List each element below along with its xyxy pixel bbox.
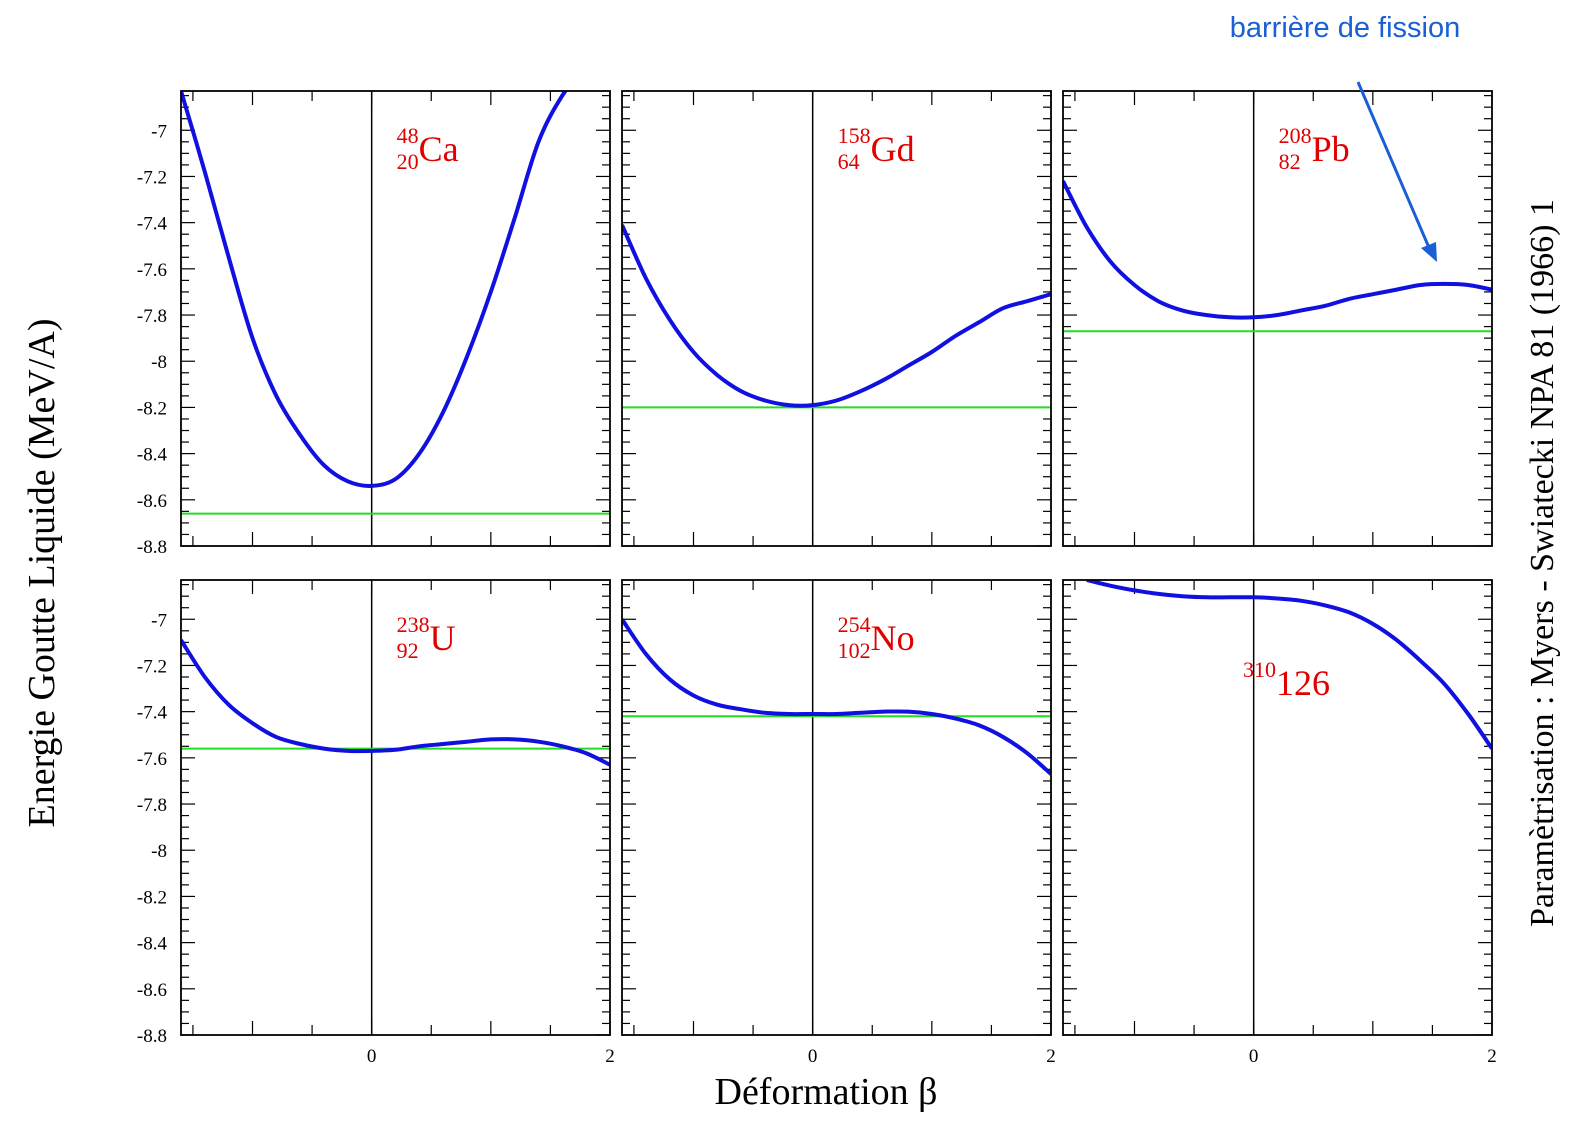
nuclide-label: 158 64 Gd [838,123,915,174]
annotation-arrow-head [1421,242,1437,262]
energy-curve [1063,180,1492,320]
y-tick-label: -8.6 [137,491,167,512]
x-tick-label: 2 [1487,1046,1497,1067]
y-tick-label: -7 [151,610,167,631]
y-tick-label: -7.6 [137,749,167,770]
y-tick-label: -7.8 [137,306,167,327]
panel-Gd: 158 64 Gd [621,90,1052,547]
nuclide-label: 254 102No [838,612,915,663]
nuclide-label: 48 20Ca [397,123,459,174]
x-tick-label: 2 [1046,1046,1056,1067]
x-axis-title: Déformation β [715,1071,938,1113]
x-tick-label: 0 [367,1046,377,1067]
y-tick-label: -7 [151,121,167,142]
y-tick-label: -7.6 [137,260,167,281]
annotation-arrow-shaft [1356,81,1432,251]
y-tick-label: -8.8 [137,537,167,558]
x-tick-label: 0 [808,1046,818,1067]
panels-layer: 48 20Ca 158 64 Gd 208 82 Pb 238 92 U 254 102No 310126 [180,90,1493,1036]
y-tick-label: -7.2 [137,656,167,677]
y-tick-label: -8.6 [137,980,167,1001]
panel-Pb: 208 82 Pb [1062,90,1493,547]
x-tick-label: 0 [1249,1046,1259,1067]
panel-frame [1062,579,1493,1036]
y-axis-title: Energie Goutte Liquide (MeV/A) [21,319,63,828]
nuclide-label: 208 82 Pb [1279,123,1350,174]
y-tick-label: -7.8 [137,795,167,816]
y-tick-label: -8.4 [137,934,168,955]
energy-curve [622,618,1051,776]
energy-curve [1086,580,1492,750]
panel-frame [1062,90,1493,547]
panel-frame [621,90,1052,547]
y-tick-label: -7.2 [137,167,167,188]
source-citation: Paramètrisation : Myers - Swiatecki NPA … [1524,199,1561,927]
y-tick-label: -8.4 [137,445,168,466]
y-tick-label: -8.2 [137,887,167,908]
y-tick-label: -8 [151,841,167,862]
labels-layer: -7 -7.2 -7.4 -7.6 -7.8 -8 -8.2 -8.4 -8.6 -8.8 -7 -7… [137,121,1497,1067]
y-tick-label: -8 [151,352,167,373]
y-tick-label: -7.4 [137,703,168,724]
panel-frame [180,90,611,547]
panel-Ca: 48 20Ca [180,90,611,547]
y-tick-label: -8.8 [137,1026,167,1047]
y-tick-label: -8.2 [137,398,167,419]
x-tick-label: 2 [605,1046,615,1067]
panel-U: 238 92 U [180,579,611,1036]
panel-No: 254 102No [621,579,1052,1036]
y-tick-label: -7.4 [137,214,168,235]
panel-frame [180,579,611,1036]
panel-frame [621,579,1052,1036]
energy-curve [181,91,568,488]
panel-126: 310126 [1062,579,1493,1036]
energy-curve [622,224,1051,408]
nuclide-label: 310126 [1243,657,1330,703]
energy-curve [181,639,610,767]
fission-barrier-annotation: barrière de fission [1230,12,1461,44]
nuclide-label: 238 92 U [397,612,456,663]
